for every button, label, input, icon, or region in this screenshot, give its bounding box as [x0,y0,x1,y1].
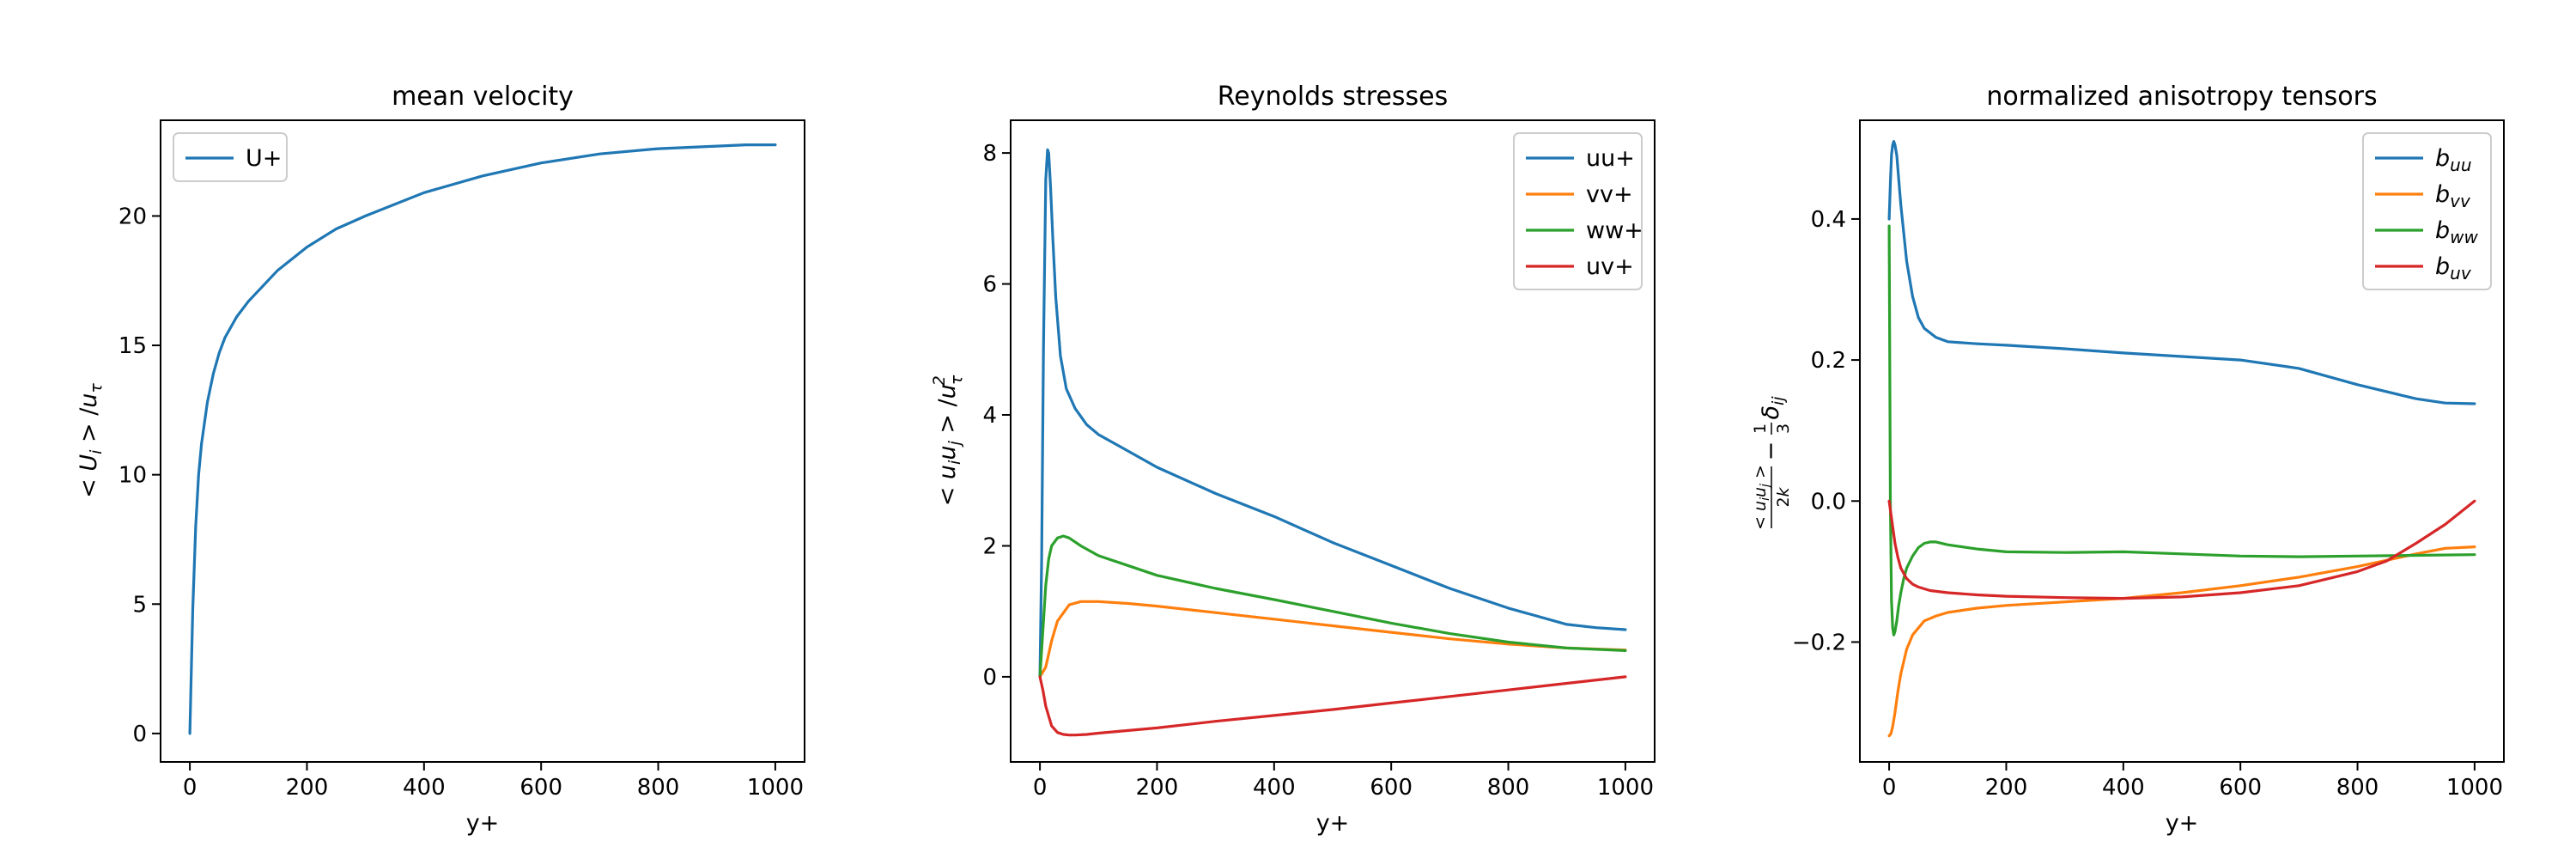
y-tick-label: 4 [982,403,997,429]
x-axis-label: y+ [1316,810,1350,837]
svg-text:−: − [1758,442,1784,461]
x-tick-label: 600 [519,775,562,801]
legend-entry: buv [2435,253,2472,283]
x-tick-label: 0 [183,775,197,801]
svg-text:3: 3 [1774,423,1793,434]
svg-text:< Ui > /uτ: < Ui > /uτ [76,383,106,498]
y-tick-label: 0.0 [1811,489,1846,515]
legend-entry: bvv [2435,181,2471,211]
x-tick-label: 200 [1136,775,1179,801]
x-axis-label: y+ [2166,810,2199,837]
chart-mean-velocity: mean velocity 0 200 400 600 800 100005101520 … [76,82,805,837]
svg-text:1: 1 [1751,423,1770,434]
y-tick-label: 2 [982,533,997,559]
x-tick-label: 400 [403,775,446,801]
plot-area [188,143,777,735]
legend: buu bvv bww buv [2362,132,2492,290]
axes-frame [160,119,805,763]
y-axis-label: < uiuj > 2k − 1 3 δij [1751,396,1793,530]
legend: U+ [173,132,288,182]
legend-entry: uv+ [1586,253,1634,280]
legend-entry: U+ [246,145,282,172]
y-tick-label: 6 [982,272,997,298]
svg-text:δij: δij [1758,396,1788,420]
chart-reynolds-stresses: Reynolds stresses 0 200 400 600 800 1000 0 2 4 6 8… [930,82,1656,837]
legend-entry: buu [2435,145,2472,175]
y-tick-label: 8 [982,141,997,167]
y-axis-label: < uiuj > /u2τ [930,375,966,506]
y-tick-label: 0.4 [1811,207,1846,233]
x-tick-label: 600 [1370,775,1413,801]
x-tick-label: 400 [1253,775,1296,801]
plot-area [1887,140,2476,738]
series-line-uu [1038,148,1627,679]
series-line-b-vv [1887,545,2476,738]
tick-group: 0 200 400 600 800 1000 0 2 4 6 8 [982,141,1654,801]
x-tick-label: 1000 [747,775,804,801]
svg-text:< uiuj >: < uiuj > [1751,465,1772,530]
x-tick-label: 800 [2336,775,2379,801]
series-line-b-uv [1887,499,2476,600]
x-axis-label: y+ [466,810,500,837]
legend: uu+ vv+ ww+ uv+ [1513,132,1643,290]
y-tick-label: 20 [118,204,147,229]
y-tick-label: 0 [982,665,997,691]
tick-group: 0 200 400 600 800 1000 −0.2 0.0 0.2 0.4 [1792,207,2503,801]
y-tick-label: 0 [132,722,147,747]
series-line-b-ww [1887,224,2476,637]
legend-entry: uu+ [1586,145,1635,172]
x-tick-label: 800 [637,775,680,801]
chart-title: Reynolds stresses [1218,82,1449,112]
chart-title: normalized anisotropy tensors [1986,82,2377,112]
legend-box [1513,132,1643,290]
chart-title: mean velocity [392,82,574,112]
x-tick-label: 1000 [1597,775,1654,801]
svg-text:2k: 2k [1774,486,1793,507]
series-line-uv [1038,675,1627,737]
y-tick-label: −0.2 [1792,630,1846,655]
y-tick-label: 10 [118,463,147,489]
chart-anisotropy-tensors: normalized anisotropy tensors 0 200 400 600… [1751,82,2505,837]
svg-text:< uiuj > /u2τ: < uiuj > /u2τ [930,375,966,506]
series-line-u [188,143,777,735]
x-tick-label: 0 [1033,775,1048,801]
axes-frame [1010,119,1656,763]
x-tick-label: 0 [1882,775,1897,801]
axes-frame [1859,119,2505,763]
tick-group: 0 200 400 600 800 1000 0 5 10 15 20 [118,204,804,801]
x-tick-label: 200 [286,775,329,801]
legend-entry: vv+ [1586,181,1633,208]
series-line-ww [1038,534,1627,679]
y-axis-label: < Ui > /uτ [76,383,106,498]
legend-box [2362,132,2492,290]
legend-entry: ww+ [1586,217,1643,244]
x-tick-label: 600 [2219,775,2262,801]
plot-area [1038,148,1627,737]
y-tick-label: 15 [118,333,147,359]
x-tick-label: 1000 [2446,775,2503,801]
legend-entry: bww [2435,217,2478,247]
x-tick-label: 400 [2102,775,2145,801]
x-tick-label: 800 [1487,775,1530,801]
y-tick-label: 0.2 [1811,348,1846,374]
x-tick-label: 200 [1985,775,2028,801]
y-tick-label: 5 [132,592,147,618]
series-line-b-uu [1887,140,2476,405]
series-line-vv [1038,600,1627,679]
